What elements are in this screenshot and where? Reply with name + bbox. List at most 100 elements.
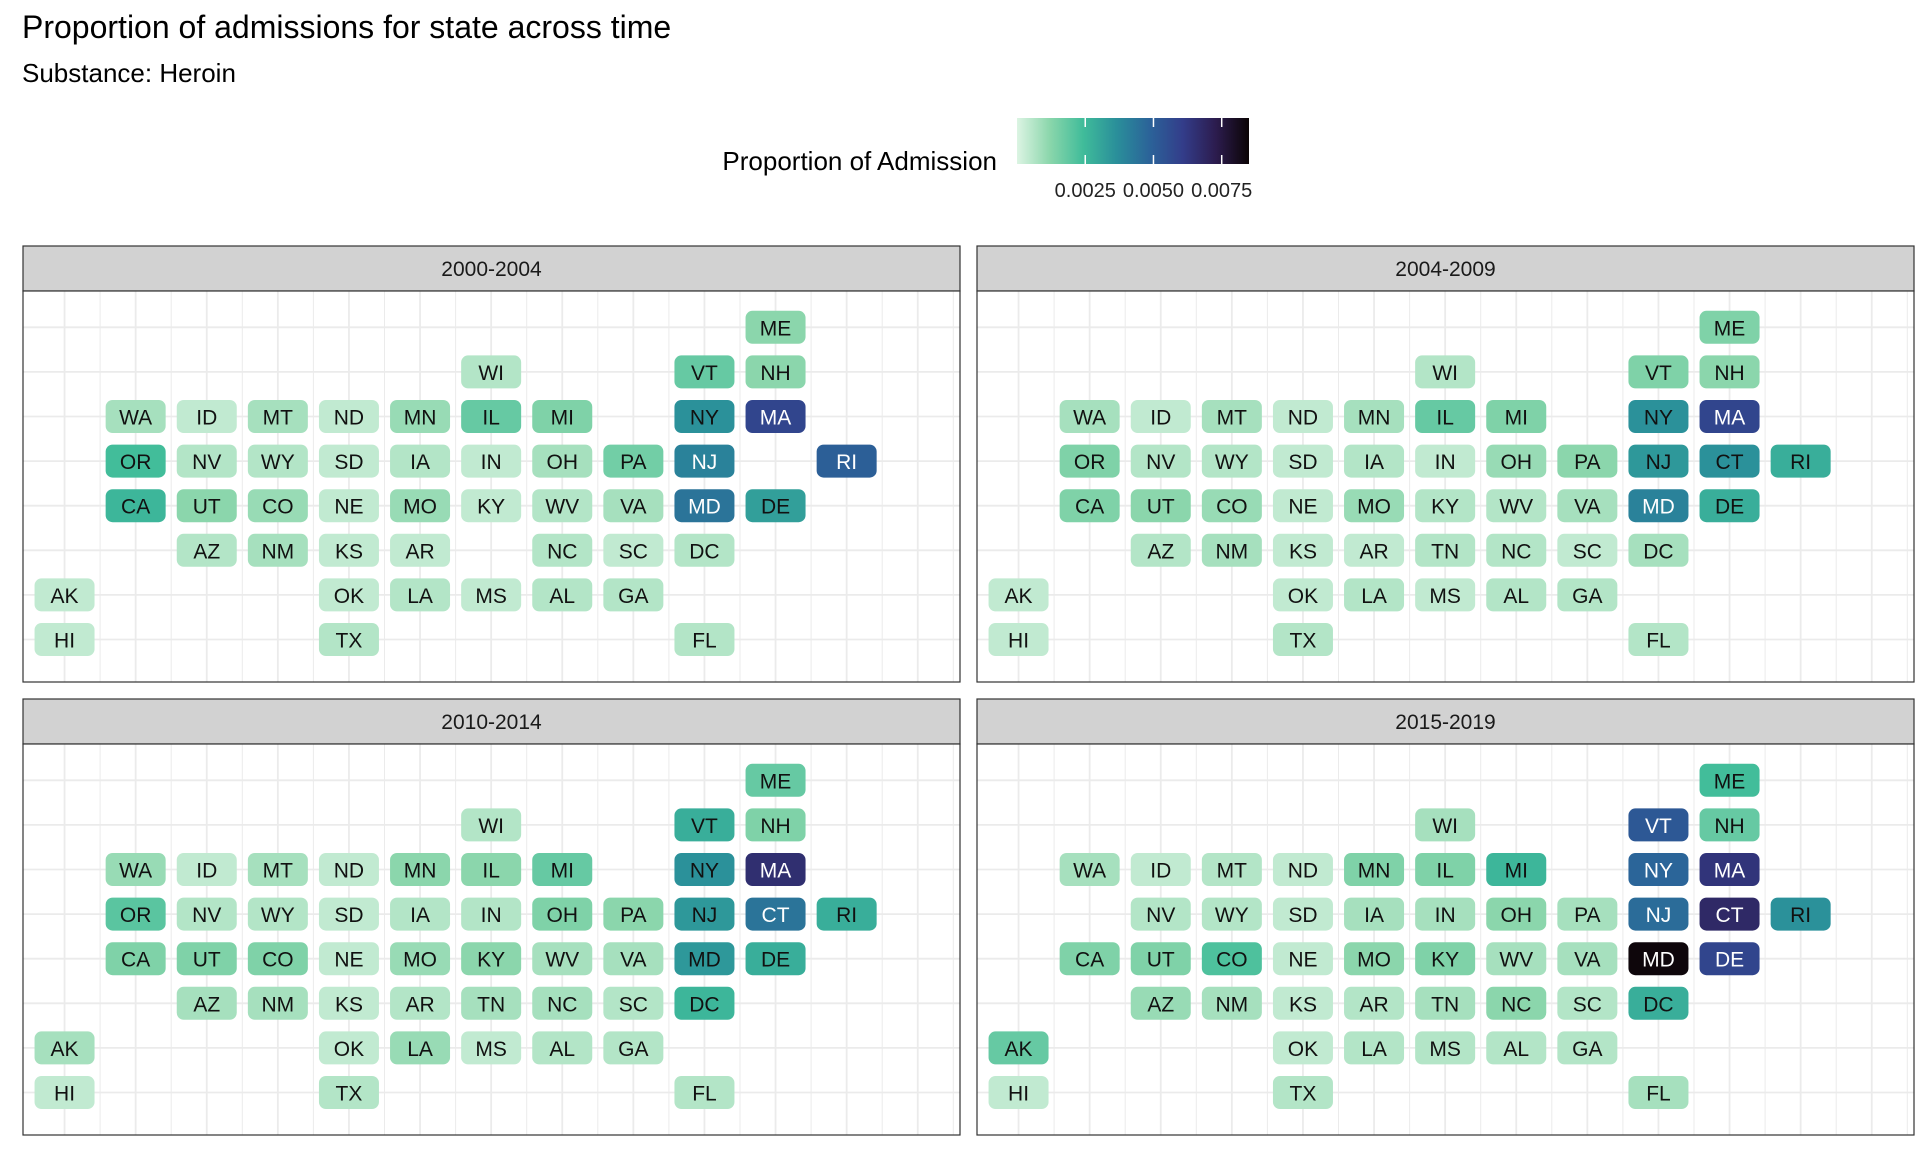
- state-label-ky: KY: [477, 496, 505, 519]
- state-label-sc: SC: [1573, 540, 1602, 563]
- legend-tick-label: 0.0025: [1055, 180, 1116, 202]
- state-tile-oh: [1486, 444, 1547, 478]
- state-label-tx: TX: [336, 630, 363, 653]
- state-label-ne: NE: [334, 496, 363, 519]
- state-label-tn: TN: [477, 993, 505, 1016]
- facet-strip-label: 2004-2009: [1395, 258, 1495, 281]
- state-label-dc: DC: [689, 540, 719, 563]
- state-label-nj: NJ: [692, 451, 718, 474]
- state-label-al: AL: [549, 1038, 575, 1061]
- state-tile-id: [1130, 853, 1191, 886]
- state-label-pa: PA: [620, 904, 646, 927]
- state-tile-ok: [318, 1031, 379, 1065]
- state-label-nh: NH: [1714, 815, 1744, 838]
- state-label-nd: ND: [1288, 860, 1318, 883]
- state-label-vt: VT: [691, 362, 718, 385]
- facet-strip: [976, 245, 1915, 292]
- state-label-md: MD: [1642, 949, 1675, 972]
- state-tile-id: [176, 853, 237, 886]
- state-label-mn: MN: [404, 860, 437, 883]
- state-label-la: LA: [1361, 1038, 1387, 1061]
- state-tile-mn: [1344, 400, 1405, 433]
- panel-border: [22, 290, 961, 683]
- state-tile-ga: [603, 578, 664, 612]
- state-tile-va: [1557, 942, 1618, 976]
- state-label-nm: NM: [262, 993, 295, 1016]
- state-label-wa: WA: [1073, 860, 1106, 883]
- state-label-ca: CA: [121, 496, 150, 519]
- state-tile-ga: [1557, 1031, 1618, 1065]
- state-tile-sc: [1557, 533, 1618, 567]
- state-label-mn: MN: [1358, 407, 1391, 430]
- state-label-ak: AK: [51, 585, 79, 608]
- legend-tick-label: 0.0075: [1191, 180, 1252, 202]
- state-label-az: AZ: [193, 993, 220, 1016]
- state-tile-tn: [461, 986, 522, 1020]
- state-tile-ms: [461, 1031, 522, 1065]
- state-tile-ne: [1272, 942, 1333, 976]
- state-label-az: AZ: [193, 540, 220, 563]
- state-tile-va: [1557, 489, 1618, 523]
- state-tile-ne: [1272, 489, 1333, 523]
- state-label-al: AL: [1503, 1038, 1529, 1061]
- state-tile-wy: [247, 897, 308, 931]
- legend: 0.0025 0.0050 0.0075: [1017, 118, 1252, 202]
- state-tile-nc: [1486, 986, 1547, 1020]
- state-label-ny: NY: [1644, 407, 1673, 430]
- state-tile-nv: [1130, 897, 1191, 931]
- state-label-ks: KS: [1289, 993, 1317, 1016]
- state-tile-ct: [745, 897, 806, 931]
- state-label-ga: GA: [618, 585, 648, 608]
- legend-tick-label: 0.0050: [1123, 180, 1184, 202]
- state-tile-nm: [247, 533, 308, 567]
- state-tile-co: [1201, 942, 1262, 976]
- state-tile-co: [247, 942, 308, 976]
- state-tile-sc: [1557, 986, 1618, 1020]
- state-tile-ak: [988, 1031, 1049, 1065]
- state-label-mo: MO: [1357, 496, 1391, 519]
- state-label-ak: AK: [51, 1038, 79, 1061]
- state-label-hi: HI: [54, 630, 75, 653]
- state-tile-mi: [532, 853, 593, 886]
- state-label-in: IN: [481, 451, 502, 474]
- state-label-tn: TN: [1431, 540, 1459, 563]
- state-tile-ks: [1272, 986, 1333, 1020]
- state-tile-ma: [1699, 400, 1760, 433]
- state-tile-tx: [1272, 1076, 1333, 1109]
- state-label-mo: MO: [1357, 949, 1391, 972]
- state-tile-ri: [1770, 897, 1831, 931]
- state-label-vt: VT: [691, 815, 718, 838]
- state-tile-pa: [603, 444, 664, 478]
- state-tile-ri: [816, 897, 877, 931]
- state-tile-ky: [1415, 942, 1476, 976]
- state-tile-ca: [105, 489, 166, 523]
- state-label-ne: NE: [1288, 949, 1317, 972]
- state-label-id: ID: [196, 407, 217, 430]
- state-tile-me: [745, 310, 806, 344]
- state-tile-ca: [1059, 942, 1120, 976]
- state-label-ga: GA: [1572, 585, 1602, 608]
- state-tile-de: [1699, 942, 1760, 976]
- state-tile-ar: [1344, 986, 1405, 1020]
- state-tile-md: [674, 942, 735, 976]
- state-tile-vt: [674, 355, 735, 389]
- state-label-nc: NC: [547, 540, 577, 563]
- state-tile-mn: [1344, 853, 1405, 886]
- state-tile-ma: [745, 400, 806, 433]
- state-label-az: AZ: [1147, 993, 1174, 1016]
- state-label-il: IL: [482, 407, 500, 430]
- state-tile-vt: [1628, 355, 1689, 389]
- state-tile-il: [461, 853, 522, 886]
- state-label-in: IN: [1435, 451, 1456, 474]
- state-tile-me: [745, 763, 806, 797]
- state-tile-pa: [1557, 444, 1618, 478]
- state-tile-ct: [1699, 444, 1760, 478]
- state-tile-mi: [1486, 400, 1547, 433]
- state-label-nv: NV: [1146, 451, 1175, 474]
- state-tile-ia: [390, 444, 451, 478]
- state-label-sd: SD: [1288, 904, 1317, 927]
- state-tile-al: [1486, 1031, 1547, 1065]
- state-label-va: VA: [1574, 496, 1600, 519]
